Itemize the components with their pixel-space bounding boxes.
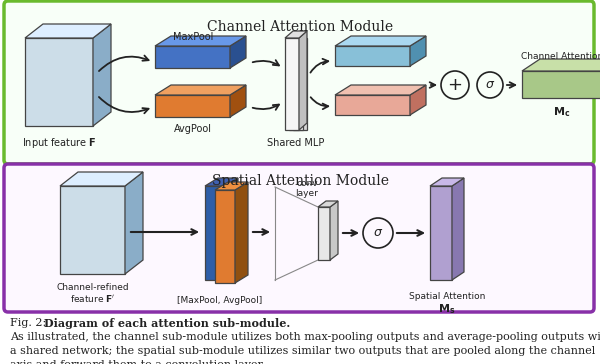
Polygon shape (155, 85, 246, 95)
Polygon shape (25, 24, 111, 38)
Text: conv
layer: conv layer (296, 179, 319, 198)
Polygon shape (410, 85, 426, 115)
Text: $\mathbf{M_c}$: $\mathbf{M_c}$ (553, 105, 571, 119)
Polygon shape (230, 36, 246, 68)
Polygon shape (410, 36, 426, 66)
Polygon shape (215, 190, 235, 283)
Polygon shape (289, 38, 303, 130)
Text: +: + (448, 76, 463, 94)
Polygon shape (155, 46, 230, 68)
Polygon shape (205, 178, 238, 186)
Polygon shape (60, 186, 125, 274)
Polygon shape (155, 95, 230, 117)
Text: $\mathbf{M_s}$: $\mathbf{M_s}$ (438, 302, 456, 316)
Polygon shape (285, 31, 307, 38)
Polygon shape (225, 178, 238, 280)
Polygon shape (430, 186, 452, 280)
Polygon shape (330, 201, 338, 260)
Polygon shape (430, 178, 464, 186)
Polygon shape (285, 38, 299, 130)
Polygon shape (215, 182, 248, 190)
Text: Fig. 2:: Fig. 2: (10, 318, 50, 328)
Text: feature $\mathbf{F'}$: feature $\mathbf{F'}$ (70, 293, 116, 304)
Text: Spatial Attention: Spatial Attention (409, 292, 485, 301)
Polygon shape (293, 38, 307, 130)
Text: Channel Attention: Channel Attention (521, 52, 600, 61)
Text: Channel Attention Module: Channel Attention Module (207, 20, 393, 34)
Text: $\sigma$: $\sigma$ (485, 79, 495, 91)
Polygon shape (25, 38, 93, 126)
Polygon shape (335, 85, 426, 95)
Text: AvgPool: AvgPool (174, 124, 212, 134)
Polygon shape (335, 95, 410, 115)
Polygon shape (335, 36, 426, 46)
Text: MaxPool: MaxPool (173, 32, 213, 42)
FancyBboxPatch shape (4, 164, 594, 312)
Text: Diagram of each attention sub-module.: Diagram of each attention sub-module. (44, 318, 290, 329)
Polygon shape (93, 24, 111, 126)
FancyBboxPatch shape (4, 1, 594, 164)
Text: Spatial Attention Module: Spatial Attention Module (212, 174, 389, 188)
Polygon shape (522, 59, 600, 71)
Polygon shape (318, 207, 330, 260)
Polygon shape (230, 85, 246, 117)
Polygon shape (318, 201, 338, 207)
Text: a shared network; the spatial sub-module utilizes similar two outputs that are p: a shared network; the spatial sub-module… (10, 346, 595, 356)
Polygon shape (155, 36, 246, 46)
Text: Channel-refined: Channel-refined (56, 283, 130, 292)
Polygon shape (452, 178, 464, 280)
Polygon shape (205, 186, 225, 280)
Polygon shape (235, 182, 248, 283)
Polygon shape (125, 172, 143, 274)
Text: Shared MLP: Shared MLP (268, 138, 325, 148)
Text: $\sigma$: $\sigma$ (373, 226, 383, 240)
Text: [MaxPool, AvgPool]: [MaxPool, AvgPool] (178, 296, 263, 305)
Polygon shape (60, 172, 143, 186)
Text: Input feature $\mathbf{F}$: Input feature $\mathbf{F}$ (22, 136, 97, 150)
Text: As illustrated, the channel sub-module utilizes both max-pooling outputs and ave: As illustrated, the channel sub-module u… (10, 332, 600, 342)
Polygon shape (335, 46, 410, 66)
Polygon shape (522, 71, 600, 98)
Polygon shape (299, 31, 307, 130)
Text: axis and forward them to a convolution layer.: axis and forward them to a convolution l… (10, 360, 265, 364)
